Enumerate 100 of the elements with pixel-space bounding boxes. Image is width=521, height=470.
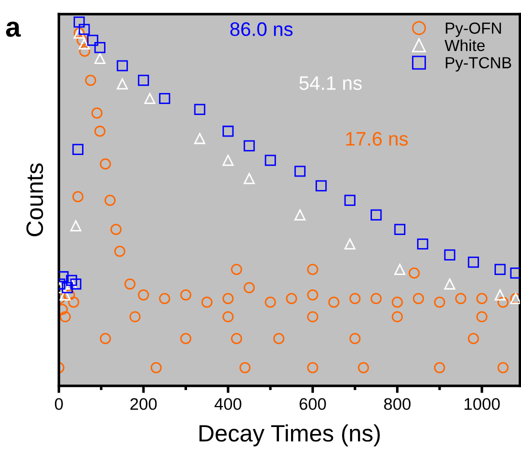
point [70,220,82,232]
annotation: 17.6 ns [346,132,408,146]
point [222,154,234,166]
point [78,24,90,35]
point [104,194,116,206]
point [144,92,156,104]
point [87,34,98,46]
x-tick-label: 400 [214,398,242,410]
point [70,278,82,290]
point [66,278,78,290]
point [230,264,242,276]
point [294,166,306,177]
point [244,140,255,152]
point [510,268,520,279]
point [60,311,71,322]
point [370,293,382,304]
point [100,333,111,344]
point [74,16,85,28]
point [497,362,509,374]
point [72,144,84,155]
point [497,296,509,308]
point [434,362,446,374]
point [66,274,78,286]
y-axis-title: Counts [26,163,44,236]
point [349,333,361,344]
point [110,224,122,236]
point [180,289,192,300]
point [417,238,428,250]
point [72,191,84,202]
point [494,264,506,276]
x-tick-label: 800 [384,398,411,410]
point [124,278,136,290]
point [444,278,456,290]
point [494,289,506,300]
point [58,271,69,282]
point [129,311,141,322]
point [194,104,206,115]
point [349,293,361,304]
point [286,293,298,304]
point [138,74,150,86]
point [94,42,106,54]
point [62,282,73,294]
point [150,362,162,374]
x-tick-label: 200 [130,398,157,410]
point [159,293,170,304]
x-tick-label: 600 [300,398,326,410]
point [444,249,456,260]
point [328,296,340,308]
point [222,126,234,137]
x-axis-title: Decay Times (ns) [200,424,380,446]
point [307,362,318,374]
point [392,311,403,322]
point [264,296,276,308]
point [244,172,255,184]
point [408,268,420,279]
point [434,296,446,308]
point [307,264,318,276]
point [60,289,71,300]
point [239,362,251,374]
point [180,333,192,344]
legend-label: Py-TCNB [446,57,512,72]
legend-label: White [444,39,485,52]
point [476,311,488,322]
point [244,282,255,294]
point [394,264,406,276]
point [85,74,96,86]
point [307,289,318,300]
point [476,293,488,304]
annotation: 86.0 ns [230,22,293,36]
point [159,92,170,104]
point [307,311,318,322]
point [294,209,306,220]
point [116,78,128,90]
point [94,52,106,64]
point [344,194,356,206]
point [64,289,76,300]
point [468,333,479,344]
point [222,293,234,304]
point [76,34,88,46]
point [116,60,128,72]
point [78,38,90,50]
legend-label: Py-OFN [446,22,501,37]
point [412,293,424,304]
annotation: 54.1 ns [299,76,362,90]
point [68,296,80,308]
point [194,132,206,144]
text: a [6,22,21,37]
point [79,46,90,57]
point [370,209,382,220]
point [222,311,234,322]
point [230,333,242,344]
point [316,180,327,192]
point [358,362,369,374]
x-tick-label: 1000 [464,398,500,410]
point [468,256,479,268]
point [138,289,150,300]
x-tick-label: 0 [54,398,63,410]
point [94,126,106,137]
point [394,224,406,236]
point [91,107,102,119]
